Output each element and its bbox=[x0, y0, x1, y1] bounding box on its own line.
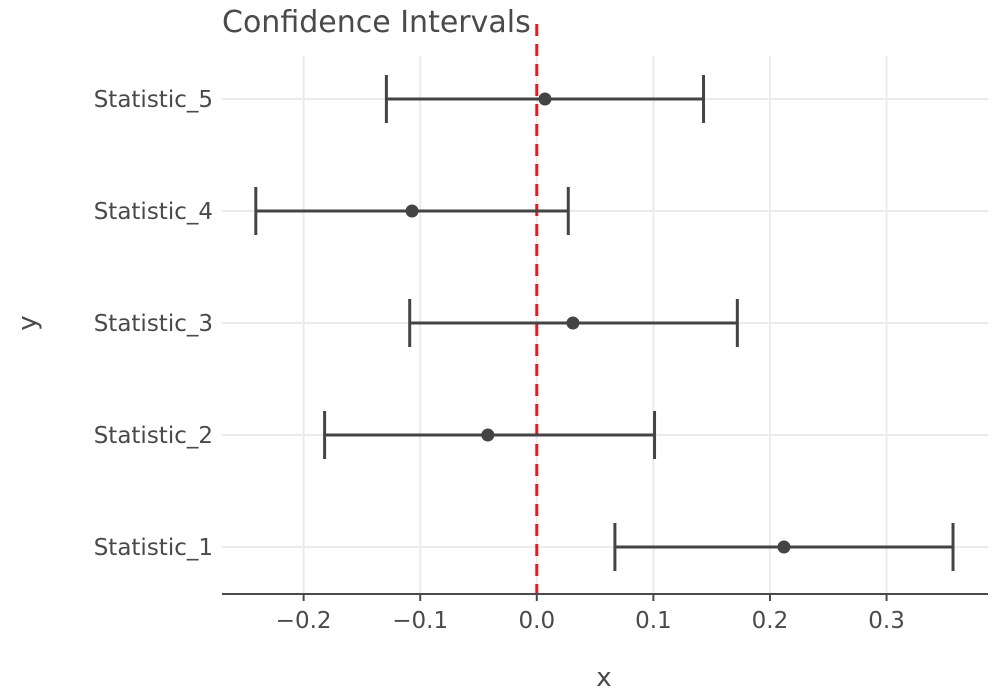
x-tick-label-0: −0.2 bbox=[276, 608, 332, 634]
x-tick-label-2: 0.0 bbox=[519, 608, 556, 634]
y-tick-label-Statistic_1: Statistic_1 bbox=[94, 535, 213, 561]
y-tick-label-Statistic_2: Statistic_2 bbox=[94, 423, 213, 449]
y-tick-label-Statistic_4: Statistic_4 bbox=[94, 199, 213, 225]
chart-title: Confidence Intervals bbox=[222, 5, 531, 40]
x-tick-label-4: 0.2 bbox=[752, 608, 789, 634]
ci-group-Statistic_4 bbox=[254, 187, 570, 235]
point-estimate-Statistic_2 bbox=[481, 428, 495, 442]
ci-group-Statistic_3 bbox=[408, 299, 739, 347]
x-tick-label-3: 0.1 bbox=[635, 608, 672, 634]
ci-group-Statistic_1 bbox=[613, 523, 955, 571]
point-estimate-Statistic_4 bbox=[405, 204, 419, 218]
x-axis-title: x bbox=[596, 663, 611, 693]
point-estimate-Statistic_3 bbox=[566, 316, 580, 330]
data-layer bbox=[254, 75, 955, 571]
ci-group-Statistic_2 bbox=[323, 411, 657, 459]
y-tick-label-Statistic_5: Statistic_5 bbox=[94, 87, 213, 113]
point-estimate-Statistic_1 bbox=[777, 540, 791, 554]
ci-group-Statistic_5 bbox=[384, 75, 706, 123]
y-tick-label-Statistic_3: Statistic_3 bbox=[94, 311, 213, 337]
grid-layer bbox=[222, 56, 988, 594]
axis-layer: −0.2 −0.1 0.0 0.1 0.2 0.3 Statistic_1 Statistic… bbox=[94, 87, 988, 634]
x-tick-label-5: 0.3 bbox=[868, 608, 905, 634]
y-axis-title: y bbox=[13, 315, 43, 330]
x-tick-label-1: −0.1 bbox=[392, 608, 448, 634]
point-estimate-Statistic_5 bbox=[538, 92, 552, 106]
